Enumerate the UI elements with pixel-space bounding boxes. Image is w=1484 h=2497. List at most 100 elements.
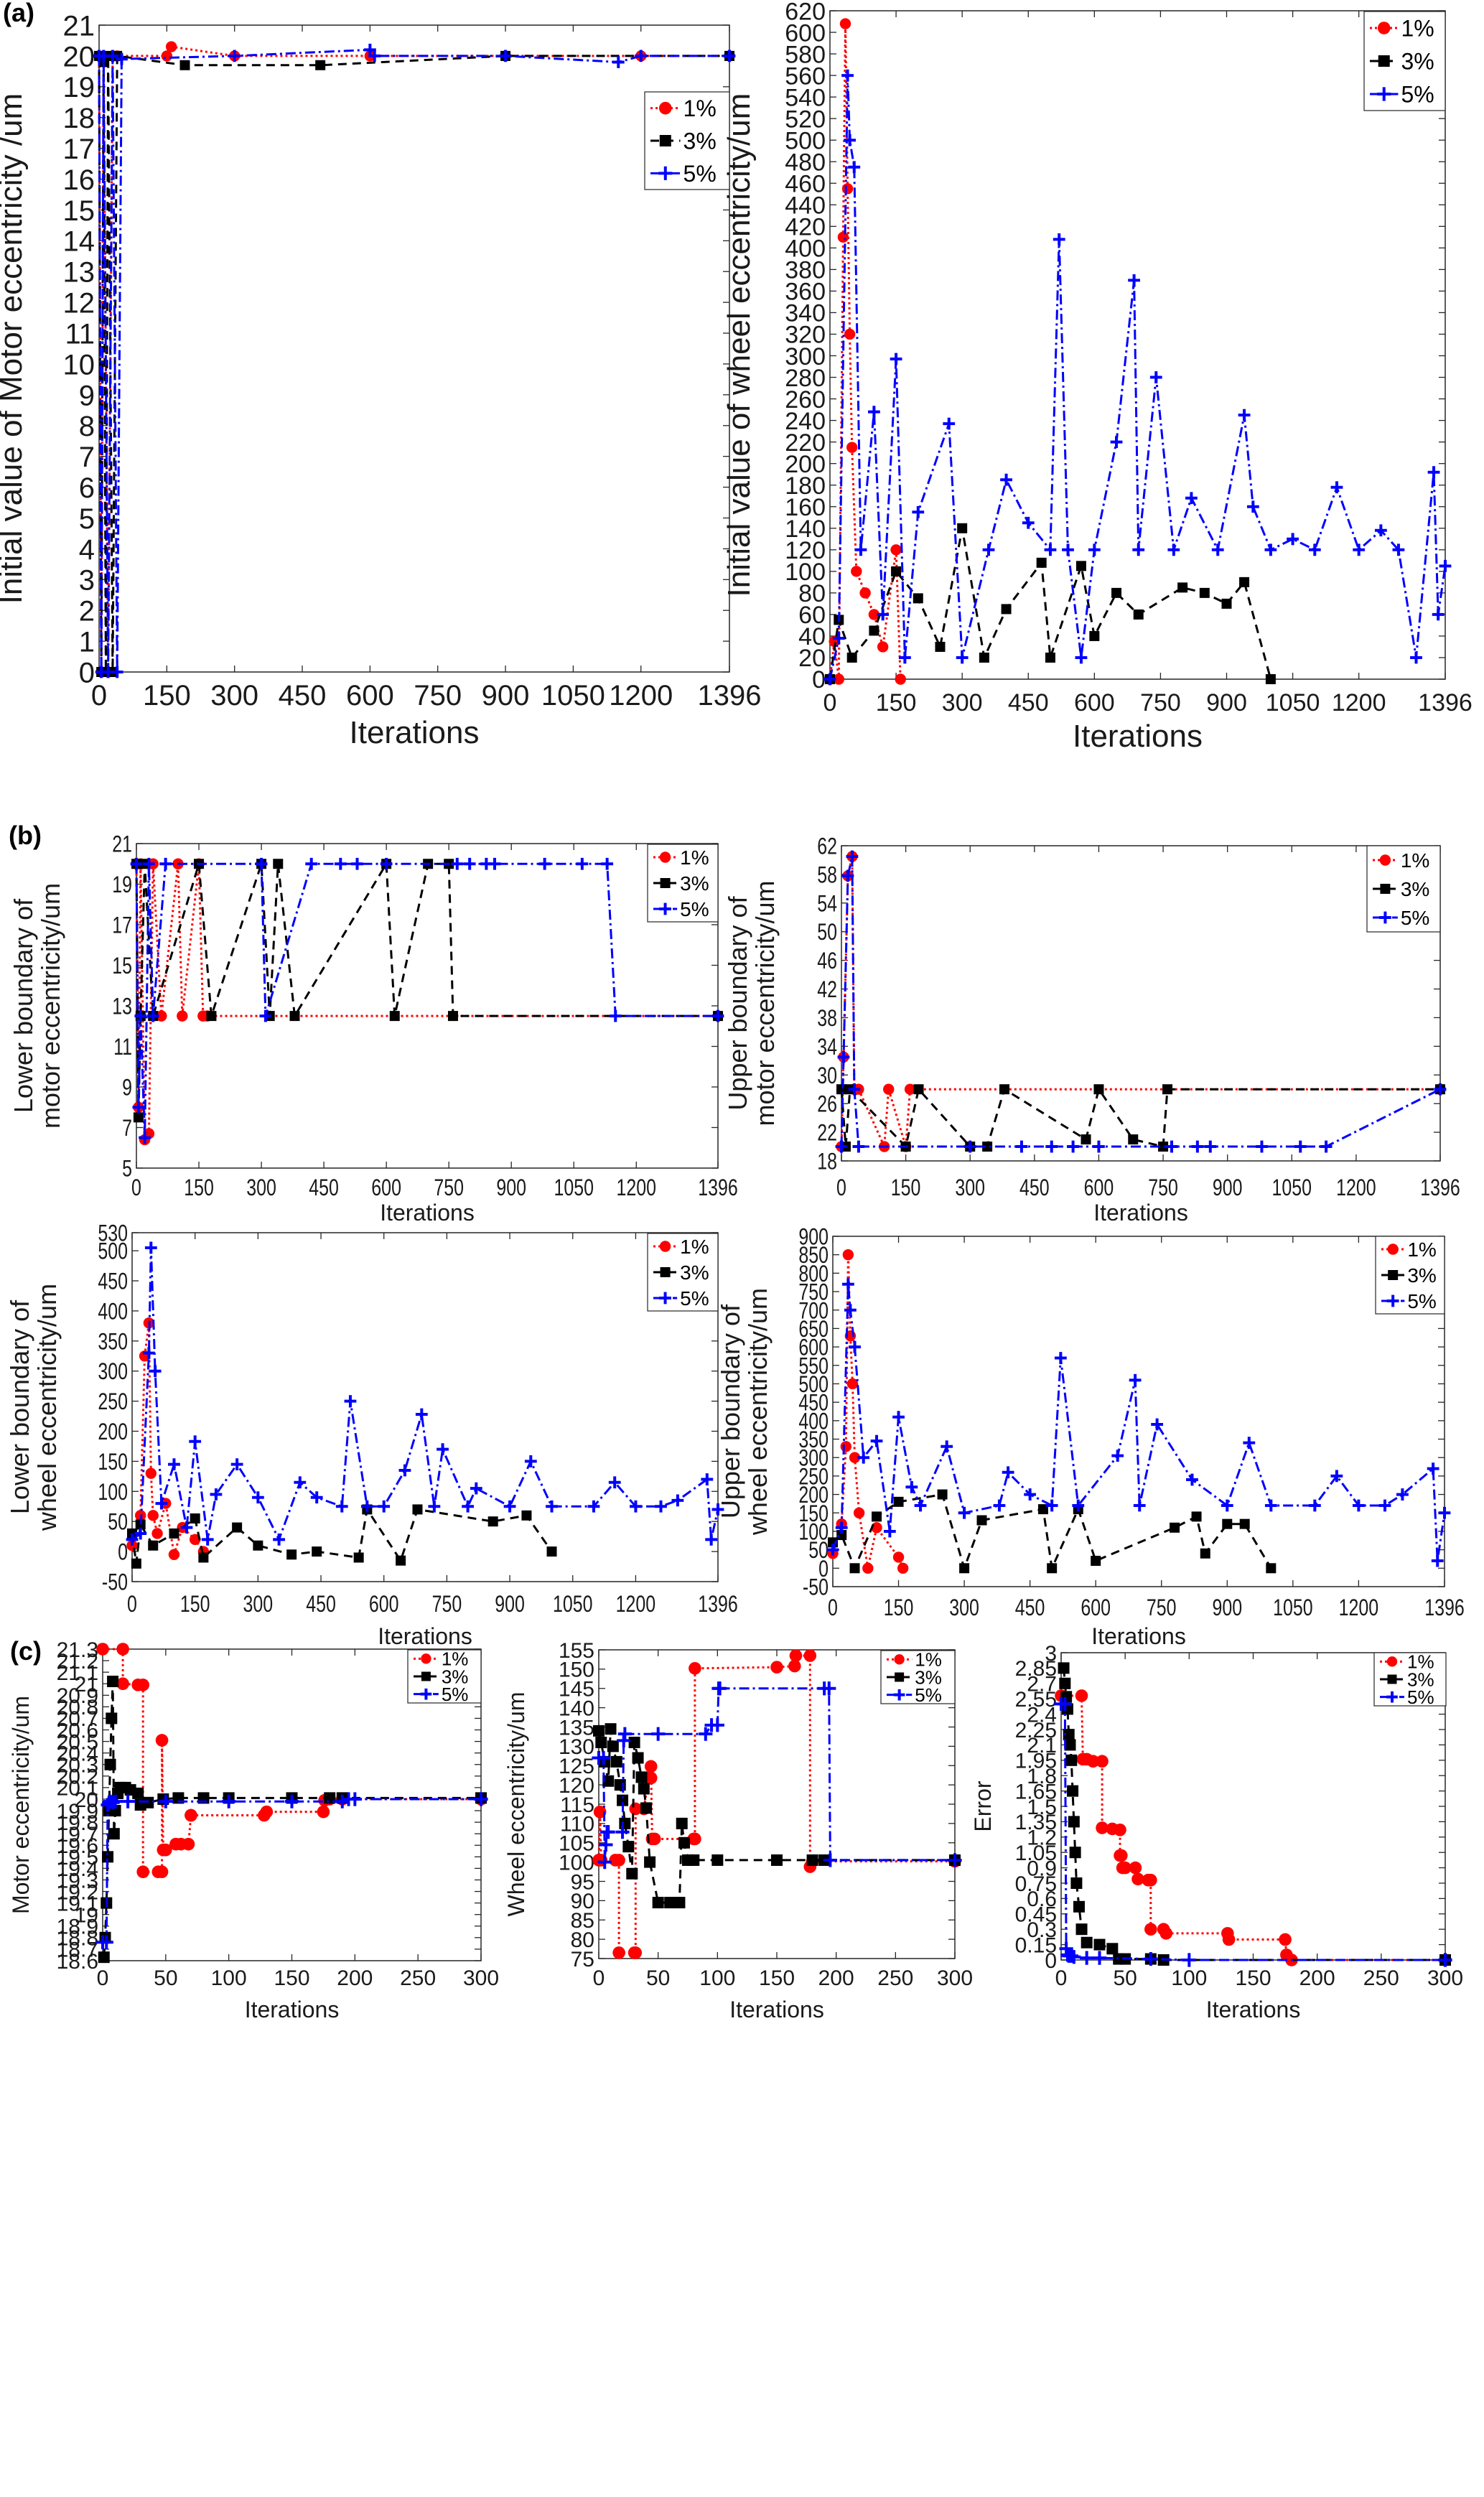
x-tick-label: 50	[646, 1966, 670, 1990]
data-point	[1204, 1140, 1217, 1153]
data-point	[1308, 543, 1321, 556]
data-point	[289, 1011, 300, 1022]
data-point	[1015, 1140, 1028, 1153]
data-point	[890, 353, 902, 365]
data-point	[1054, 1352, 1067, 1364]
y-tick-label: 80	[571, 1928, 594, 1952]
data-point	[913, 593, 923, 604]
data-point	[462, 1500, 475, 1513]
legend-marker-circle	[659, 851, 671, 863]
data-point	[705, 1533, 718, 1546]
data-point	[98, 1951, 110, 1964]
data-point	[1045, 652, 1055, 663]
data-point	[644, 1771, 658, 1785]
data-point	[607, 1740, 619, 1752]
data-point	[1131, 1872, 1144, 1886]
y-tick-label: 30	[817, 1063, 837, 1089]
data-point	[104, 1758, 116, 1770]
y-tick-label: 7	[79, 442, 95, 473]
data-point	[447, 1011, 458, 1022]
plot-area	[829, 10, 1446, 680]
data-point	[273, 859, 284, 869]
data-point	[595, 1737, 607, 1748]
data-point	[710, 1718, 724, 1732]
data-point	[230, 1458, 243, 1470]
y-tick-label: 2.1	[1027, 1734, 1057, 1758]
data-point	[868, 609, 880, 620]
y-tick-label: 400	[98, 1299, 128, 1325]
data-point	[1199, 587, 1210, 598]
data-point	[1115, 1849, 1128, 1862]
data-point	[678, 1836, 691, 1849]
data-point	[1221, 1499, 1233, 1512]
x-tick-label: 450	[1019, 1175, 1050, 1201]
plot-area	[841, 845, 1441, 1162]
data-point	[135, 1519, 146, 1530]
data-point	[1221, 598, 1232, 609]
data-point	[1191, 1511, 1202, 1522]
data-point	[1133, 1499, 1146, 1512]
y-tick-label: 340	[785, 300, 826, 327]
y-tick-label: 380	[785, 257, 826, 284]
data-point	[189, 1534, 201, 1546]
data-point	[1144, 1923, 1157, 1936]
y-axis-title-line1: Upper boundary of	[723, 895, 752, 1110]
legend-marker-square	[1387, 1674, 1397, 1684]
legend-label: 5%	[1407, 1686, 1434, 1708]
data-point	[835, 1521, 848, 1534]
y-tick-label: 900	[798, 1225, 829, 1251]
data-point	[841, 1278, 854, 1291]
data-point	[1378, 1499, 1391, 1512]
data-point	[872, 1511, 882, 1522]
x-tick-label: 250	[877, 1966, 913, 1990]
data-point	[673, 1897, 686, 1909]
data-point	[1182, 1953, 1196, 1967]
x-tick-label: 750	[1147, 1595, 1177, 1621]
data-point	[437, 1443, 449, 1456]
data-point	[1047, 1563, 1058, 1574]
data-point	[671, 1494, 684, 1507]
x-tick-label: 600	[371, 1175, 401, 1201]
y-axis-title: Wheel eccentricity/um	[503, 1692, 529, 1917]
legend-label: 5%	[683, 161, 717, 187]
data-point	[198, 1552, 209, 1563]
data-point	[849, 1452, 861, 1463]
series-5pct	[823, 69, 1452, 686]
x-tick-label: 300	[1427, 1966, 1463, 1990]
y-tick-label: 5	[79, 503, 95, 535]
data-point	[1133, 609, 1144, 620]
x-tick-label: 150	[876, 689, 917, 717]
legend-marker-plus	[659, 902, 671, 915]
plot-area	[98, 24, 730, 673]
data-point	[286, 1549, 297, 1560]
legend-marker-square	[421, 1671, 431, 1681]
y-tick-label: 2.55	[1015, 1688, 1057, 1712]
data-point	[1438, 1506, 1451, 1519]
legend-label: 5%	[442, 1684, 469, 1705]
y-tick-label: 450	[798, 1391, 829, 1416]
data-point	[770, 1661, 783, 1674]
data-point	[474, 1792, 488, 1806]
data-point	[676, 1817, 688, 1829]
data-point	[159, 857, 172, 870]
legend-marker-plus	[659, 1292, 671, 1304]
y-tick-label: 1	[79, 626, 95, 658]
series-3pct	[127, 1504, 557, 1569]
data-point	[1264, 1499, 1277, 1512]
panel-label-a: (a)	[3, 0, 34, 27]
legend-marker-circle	[658, 101, 672, 115]
x-axis-title: Iterations	[350, 715, 480, 750]
data-point	[378, 1500, 391, 1513]
x-tick-label: 1396	[698, 680, 762, 711]
data-point	[1067, 1785, 1079, 1797]
data-point	[116, 1643, 129, 1656]
data-point	[893, 1496, 904, 1507]
data-point	[835, 1140, 848, 1153]
data-point	[788, 1659, 801, 1673]
data-point	[1185, 492, 1198, 505]
y-tick-label: 19.9	[57, 1800, 98, 1824]
y-tick-label: 600	[785, 19, 826, 47]
data-point	[1191, 1140, 1204, 1153]
y-tick-label: 80	[798, 580, 826, 607]
y-tick-label: 60	[798, 602, 826, 629]
